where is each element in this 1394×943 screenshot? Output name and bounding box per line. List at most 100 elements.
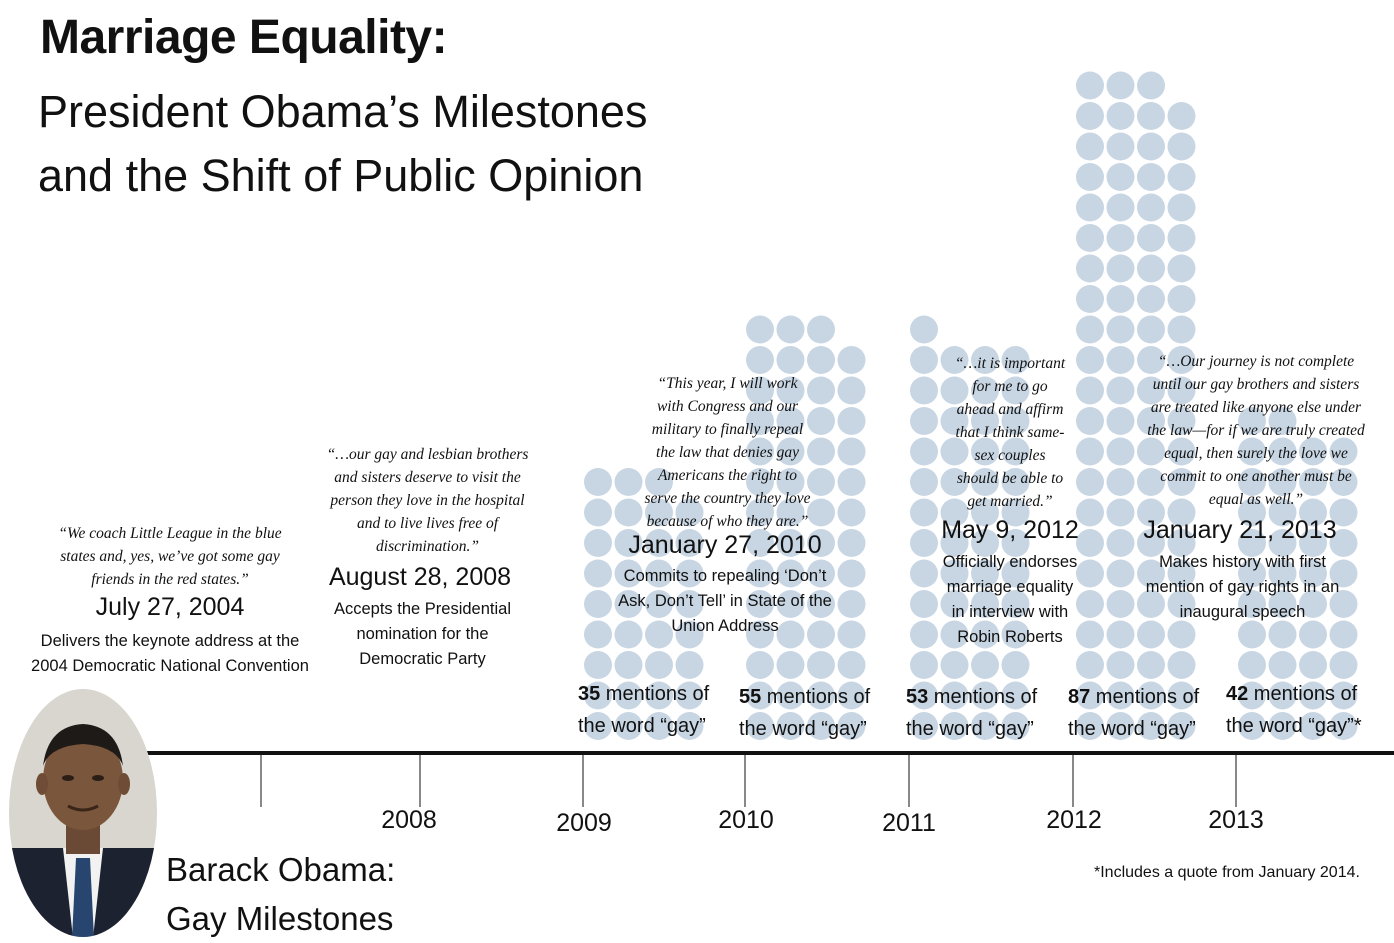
mentions-text: mentions of	[761, 686, 871, 708]
subtitle-line-2: and the Shift of Public Opinion	[38, 150, 644, 201]
mention-dot	[837, 590, 866, 618]
quote-line: person they love in the hospital	[330, 492, 525, 509]
desc-line: Accepts the Presidential	[333, 600, 511, 618]
mentions-count: 55	[739, 686, 762, 708]
mention-dot	[1001, 407, 1030, 435]
mention-dot	[1167, 437, 1196, 466]
mention-dot	[1076, 193, 1104, 222]
mention-dot	[584, 712, 612, 740]
mention-dot	[776, 498, 805, 527]
mention-dot	[1001, 559, 1030, 588]
mention-dot	[1329, 437, 1358, 466]
mention-dot	[1137, 498, 1165, 527]
mention-dot	[776, 681, 805, 710]
mention-dot	[1106, 163, 1135, 191]
mention-dot	[837, 651, 866, 679]
mention-dot	[675, 590, 704, 618]
mention-dot	[746, 376, 774, 405]
mention-dot	[1329, 468, 1358, 496]
mention-dot	[837, 681, 866, 710]
mention-dot	[807, 620, 835, 649]
mention-dot	[1329, 590, 1358, 618]
mentions-text: the word “gay”	[739, 718, 867, 740]
mention-dot	[776, 315, 805, 344]
mention-dot	[1238, 590, 1266, 618]
axis-tick	[908, 755, 910, 807]
milestone-date-2010: January 27, 2010	[628, 531, 822, 559]
quote-line: and sisters deserve to visit the	[334, 469, 521, 486]
mention-dot	[1137, 681, 1165, 710]
mention-dot	[971, 559, 999, 588]
mention-dot	[971, 651, 999, 679]
axis-year-label: 2012	[1046, 806, 1102, 834]
mention-dot	[1076, 224, 1104, 252]
mention-dot	[584, 681, 612, 710]
mention-dot	[940, 620, 969, 649]
axis-year-label: 2011	[882, 809, 936, 837]
mention-dot	[1137, 468, 1165, 496]
mention-dot	[1238, 559, 1266, 588]
mention-dot	[675, 681, 704, 710]
quote-line: the law—for if we are truly created	[1147, 422, 1365, 439]
mention-dot	[940, 437, 969, 466]
mention-dot	[1167, 559, 1196, 588]
mention-dot	[807, 376, 835, 405]
mention-dot	[940, 590, 969, 618]
mention-dot	[1268, 407, 1297, 435]
caption-line: Gay Milestones	[166, 900, 394, 937]
mention-dot	[776, 346, 805, 374]
milestone-date-2004: July 27, 2004	[95, 593, 245, 621]
mention-dot	[1137, 529, 1165, 557]
mention-dot	[1106, 529, 1135, 557]
mention-dot	[614, 620, 643, 649]
mention-dot	[614, 468, 643, 496]
desc-line: 2004 Democratic National Convention	[31, 657, 309, 675]
mention-dot	[1076, 163, 1104, 191]
mention-dot	[1001, 346, 1030, 374]
mention-dot	[776, 376, 805, 405]
axis-tick	[1072, 755, 1074, 807]
mention-dot	[746, 407, 774, 435]
mention-dot	[746, 468, 774, 496]
desc-line: Officially endorses	[942, 553, 1078, 571]
mention-dot	[645, 529, 673, 557]
mention-dot	[971, 468, 999, 496]
mention-dot	[1268, 498, 1297, 527]
mention-dot	[910, 712, 938, 740]
mention-dot	[584, 590, 612, 618]
mention-dot	[1238, 468, 1266, 496]
mention-dot	[1076, 376, 1104, 405]
mention-dot	[971, 529, 999, 557]
axis-year-label: 2013	[1208, 806, 1264, 834]
mention-dot	[675, 651, 704, 679]
mention-dot	[1268, 559, 1297, 588]
desc-line: Democratic Party	[359, 650, 486, 668]
mention-dot	[1137, 376, 1165, 405]
timeline-axis	[140, 751, 1394, 755]
quote-line: “…our gay and lesbian brothers	[326, 446, 529, 463]
mention-dot	[675, 498, 704, 527]
desc-line: Ask, Don’t Tell’ in State of the	[618, 592, 832, 610]
axis-year-label: 2010	[718, 806, 774, 834]
mention-dot	[910, 620, 938, 649]
mentions-label-2013: 42 mentions of the word “gay”*	[1226, 678, 1362, 742]
mention-dot	[1106, 71, 1135, 100]
mentions-label-2011: 53 mentions of the word “gay”	[906, 681, 1037, 745]
mention-dot	[645, 620, 673, 649]
mention-dot	[1268, 681, 1297, 710]
milestone-desc-2013: Makes history with first mention of gay …	[1120, 550, 1365, 625]
mention-dot	[807, 315, 835, 344]
mention-dot	[807, 529, 835, 557]
mention-dot	[1076, 315, 1104, 344]
page-title: Marriage Equality:	[40, 11, 448, 64]
quote-2004: “We coach Little League in the blue stat…	[20, 522, 320, 591]
mention-dot	[910, 468, 938, 496]
mention-dot	[1167, 681, 1196, 710]
milestone-date-2013: January 21, 2013	[1143, 516, 1337, 544]
mention-dot	[1137, 71, 1165, 100]
mention-dot	[1299, 498, 1327, 527]
mention-dot	[1329, 651, 1358, 679]
mention-dot	[1167, 468, 1196, 496]
mention-dot	[1137, 346, 1165, 374]
mention-dot	[1076, 254, 1104, 283]
